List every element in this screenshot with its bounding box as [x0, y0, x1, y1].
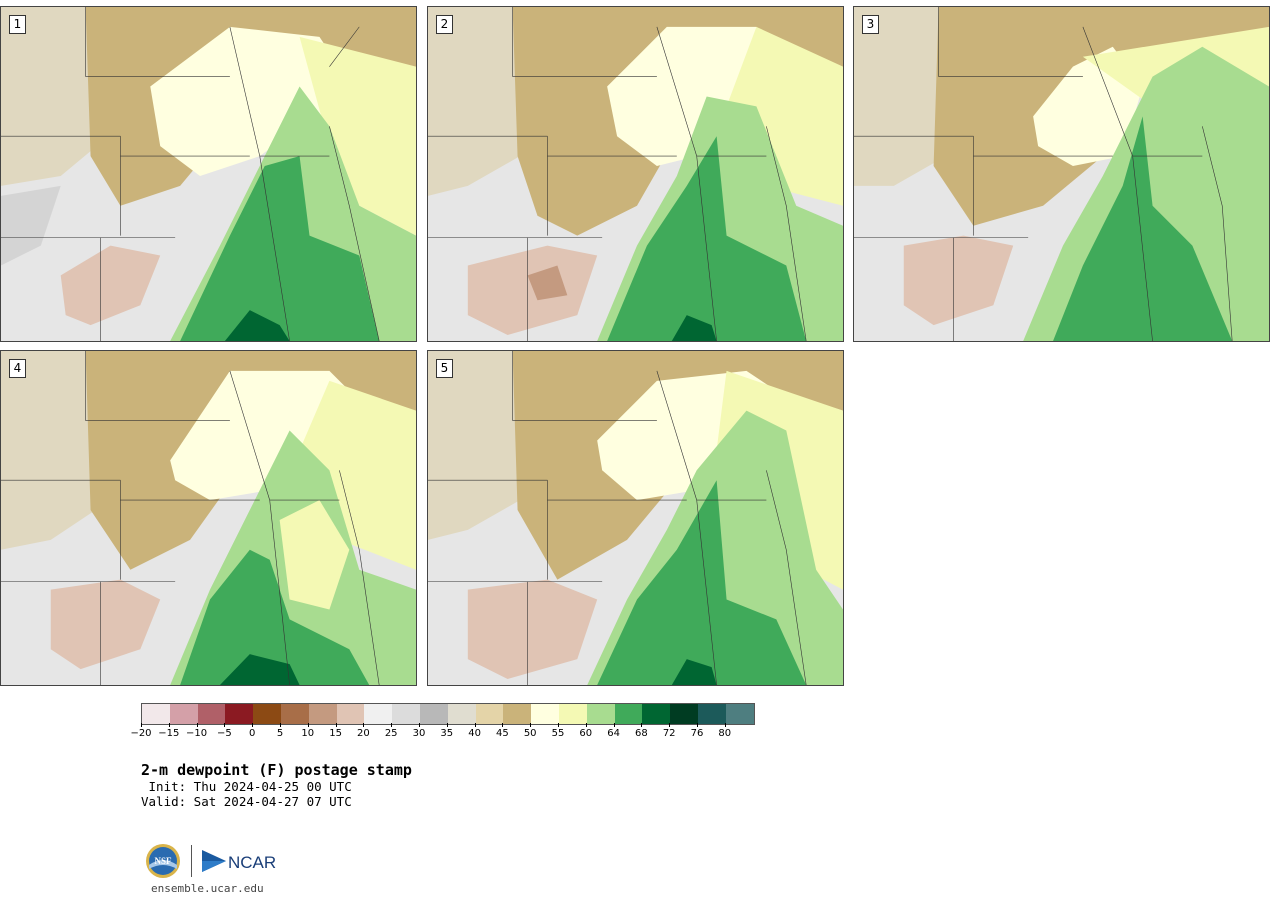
colorbar-tick-label: 0	[249, 728, 256, 739]
colorbar-swatch	[558, 704, 587, 724]
colorbar-tick	[196, 723, 198, 727]
colorbar-tick-label: 5	[276, 728, 284, 739]
colorbar-tick	[613, 723, 615, 727]
colorbar-tick	[585, 723, 587, 727]
colorbar-tick-label: 72	[662, 728, 676, 739]
colorbar-swatch	[253, 704, 281, 724]
colorbar-tick	[697, 723, 698, 727]
colorbar-swatch	[419, 704, 448, 724]
colorbar-tick	[363, 723, 365, 727]
colorbar-tick-label: −20	[130, 728, 152, 739]
colorbar-swatch	[475, 704, 504, 724]
colorbar-swatch	[725, 704, 754, 724]
colorbar-swatch	[447, 704, 476, 724]
colorbar-tick-label: 35	[440, 728, 454, 739]
colorbar-tick-label: −10	[186, 728, 208, 739]
panel-number: 5	[436, 359, 453, 378]
colorbar-swatch	[670, 704, 698, 724]
valid-time: Valid: Sat 2024-04-27 07 UTC	[141, 794, 352, 809]
colorbar-tick	[669, 723, 671, 727]
colorbar-tick	[307, 723, 309, 727]
colorbar-tick-label: 40	[468, 728, 481, 739]
ncar-logo: NCAR	[202, 850, 276, 872]
map-panel-2: 2	[427, 6, 844, 342]
nsf-logo-text: NSF	[154, 856, 172, 866]
nsf-logo: NSF	[146, 844, 180, 878]
dewpoint-map-1	[1, 7, 416, 341]
colorbar-tick-label: 60	[579, 728, 593, 739]
colorbar-tick-label: 25	[384, 728, 398, 739]
map-panel-5: 5	[427, 350, 844, 686]
colorbar-tick-label: 15	[329, 728, 342, 739]
colorbar-tick	[724, 723, 726, 727]
colorbar-tick	[168, 723, 170, 727]
colorbar-swatch	[697, 704, 726, 724]
colorbar-tick	[502, 723, 504, 727]
colorbar-tick	[335, 723, 337, 727]
colorbar	[141, 703, 755, 725]
panel-number: 2	[436, 15, 453, 34]
colorbar-tick-label: 10	[301, 728, 315, 739]
colorbar-tick-label: 20	[357, 728, 370, 739]
colorbar-swatch	[586, 704, 615, 724]
colorbar-tick-label: 55	[551, 728, 565, 739]
colorbar-ticks: −20 −15 −10 −5 0 5 10 15 20 25 30 35 40 45 50 55 60 64 68 7…	[130, 723, 757, 743]
colorbar-tick-label: −5	[217, 728, 232, 739]
ncar-logo-text: NCAR	[228, 853, 276, 872]
logo-divider	[191, 845, 192, 877]
colorbar-swatch	[225, 704, 254, 724]
colorbar-swatch	[614, 704, 643, 724]
colorbar-tick-label: 64	[607, 728, 620, 739]
init-time: Init: Thu 2024-04-25 00 UTC	[141, 779, 352, 794]
colorbar-tick-label: −15	[158, 728, 180, 739]
colorbar-tick	[446, 723, 448, 727]
panel-number: 1	[9, 15, 26, 34]
colorbar-tick-label: 45	[496, 728, 509, 739]
colorbar-tick	[641, 723, 643, 727]
colorbar-swatch	[197, 704, 226, 724]
panel-number: 4	[9, 359, 26, 378]
colorbar-swatch	[364, 704, 393, 724]
dewpoint-map-5	[428, 351, 843, 685]
colorbar-tick	[252, 723, 254, 727]
colorbar-swatch	[142, 704, 170, 724]
colorbar-tick	[141, 723, 142, 727]
colorbar-tick	[558, 723, 559, 727]
colorbar-tick-label: 68	[635, 728, 648, 739]
colorbar-swatch	[642, 704, 671, 724]
colorbar-swatch	[308, 704, 337, 724]
colorbar-swatch	[503, 704, 532, 724]
colorbar-tick	[224, 723, 226, 727]
colorbar-swatch	[169, 704, 198, 724]
chart-title: 2-m dewpoint (F) postage stamp	[141, 761, 412, 779]
logos: NSF NCAR	[145, 843, 276, 879]
map-panel-4: 4	[0, 350, 417, 686]
colorbar-tick	[419, 723, 420, 727]
colorbar-swatch	[336, 704, 365, 724]
colorbar-swatch	[531, 704, 559, 724]
dewpoint-map-3	[854, 7, 1269, 341]
panel-number: 3	[862, 15, 879, 34]
colorbar-tick	[474, 723, 476, 727]
colorbar-tick	[391, 723, 393, 727]
map-panel-1: 1	[0, 6, 417, 342]
dewpoint-map-2	[428, 7, 843, 341]
colorbar-tick-label: 30	[412, 728, 426, 739]
colorbar-swatch	[280, 704, 309, 724]
colorbar-tick-label: 80	[718, 728, 732, 739]
map-panel-3: 3	[853, 6, 1270, 342]
colorbar-tick-label: 76	[690, 728, 704, 739]
colorbar-tick	[530, 723, 532, 727]
dewpoint-map-4	[1, 351, 416, 685]
colorbar-tick-label: 50	[523, 728, 537, 739]
colorbar-tick	[280, 723, 281, 727]
colorbar-swatch	[392, 704, 420, 724]
site-url: ensemble.ucar.edu	[151, 882, 264, 895]
